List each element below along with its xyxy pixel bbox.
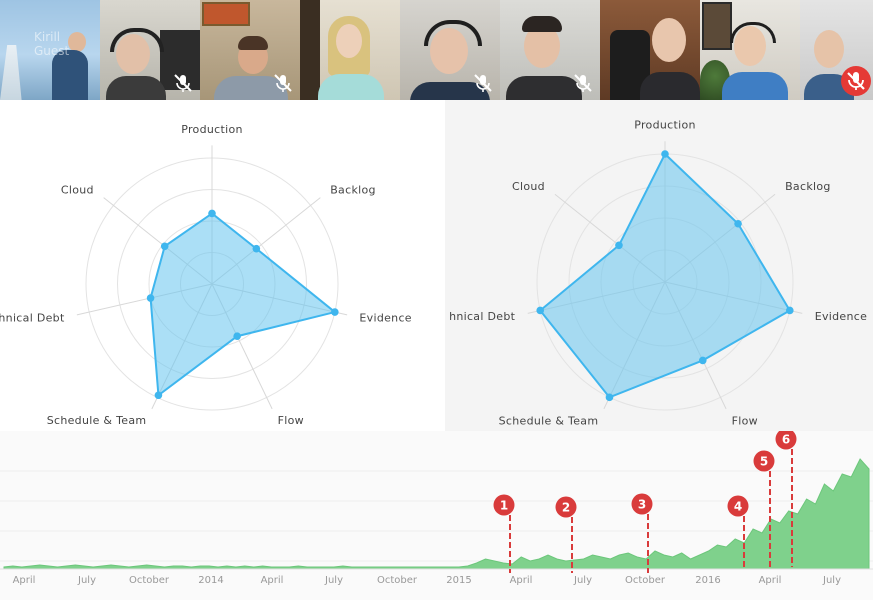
radar-chart-right-svg: Production Backlog Evidence Flow Schedule & … bbox=[449, 118, 867, 427]
milestone-marker-number: 6 bbox=[782, 433, 790, 447]
participant-tile-4[interactable] bbox=[300, 0, 400, 100]
radar-point[interactable] bbox=[208, 209, 216, 218]
radar-axis-label: Production bbox=[181, 123, 243, 136]
radar-point[interactable] bbox=[661, 150, 669, 158]
timeline-x-label: July bbox=[822, 575, 841, 586]
milestone-marker[interactable] bbox=[727, 495, 749, 517]
radar-point[interactable] bbox=[146, 294, 155, 302]
radar-axis-label: Flow bbox=[732, 414, 758, 427]
radar-point[interactable] bbox=[605, 393, 614, 402]
timeline-x-label: 2014 bbox=[198, 575, 223, 586]
mic-muted-icon bbox=[574, 74, 592, 92]
radar-axis-label: Evidence bbox=[815, 310, 867, 323]
timeline-x-label: July bbox=[573, 575, 592, 586]
radar-axis-label: Flow bbox=[278, 414, 304, 427]
mic-muted-icon bbox=[474, 74, 492, 92]
radar-chart-right: Production Backlog Evidence Flow Schedule & … bbox=[445, 100, 873, 431]
timeline-x-label: April bbox=[13, 575, 36, 586]
milestone-marker-number: 4 bbox=[734, 500, 742, 514]
timeline-x-label: October bbox=[625, 575, 666, 586]
participant-tile-7[interactable] bbox=[600, 0, 700, 100]
timeline-chart-svg: April July October 2014 April July October 2015… bbox=[0, 428, 873, 586]
radar-axis-label: Backlog bbox=[785, 180, 831, 193]
milestone-marker[interactable] bbox=[493, 494, 515, 516]
radar-point[interactable] bbox=[536, 306, 545, 315]
radar-point[interactable] bbox=[331, 308, 339, 316]
participant-tile-6[interactable] bbox=[500, 0, 600, 100]
participant-tile-1[interactable]: Kirill Guest bbox=[0, 0, 100, 100]
radar-point[interactable] bbox=[785, 306, 794, 315]
participant-name: Kirill bbox=[34, 30, 61, 44]
milestone-marker[interactable] bbox=[775, 428, 797, 450]
timeline-x-label: April bbox=[510, 575, 533, 586]
radar-axis-label: Backlog bbox=[330, 184, 376, 197]
participant-role: Guest bbox=[34, 44, 70, 58]
milestone-marker-number: 5 bbox=[760, 455, 768, 469]
radar-chart-left: Production Backlog Evidence Flow Schedule & … bbox=[0, 100, 445, 431]
radar-axis-label: Cloud bbox=[61, 184, 94, 197]
radar-point[interactable] bbox=[233, 332, 241, 341]
timeline-x-label: July bbox=[324, 575, 343, 586]
timeline-x-label: 2016 bbox=[695, 575, 720, 586]
radar-axis-label: Schedule & Team bbox=[47, 414, 147, 427]
radar-series-area bbox=[149, 212, 338, 398]
milestone-marker[interactable] bbox=[631, 493, 653, 515]
milestone-marker-number: 1 bbox=[500, 499, 508, 513]
timeline-x-label: July bbox=[77, 575, 96, 586]
radar-axis-label: hnical Debt bbox=[449, 310, 516, 323]
milestone-marker[interactable] bbox=[753, 450, 775, 472]
timeline-x-label: October bbox=[377, 575, 418, 586]
radar-axis-label: Cloud bbox=[512, 180, 545, 193]
radar-series-area bbox=[538, 152, 792, 399]
participant-tile-8[interactable] bbox=[700, 0, 800, 100]
participant-tile-5[interactable] bbox=[400, 0, 500, 100]
mic-muted-icon bbox=[274, 74, 292, 92]
timeline-x-label: April bbox=[759, 575, 782, 586]
radar-point[interactable] bbox=[734, 219, 742, 228]
radar-point[interactable] bbox=[615, 241, 623, 250]
radar-axis-label: Schedule & Team bbox=[499, 414, 599, 427]
milestone-marker-number: 3 bbox=[638, 498, 646, 512]
milestone-marker-number: 2 bbox=[562, 501, 570, 515]
radar-axis-label: Evidence bbox=[359, 312, 411, 325]
mic-muted-icon bbox=[174, 74, 192, 92]
participant-tile-9[interactable] bbox=[800, 0, 873, 100]
radar-point[interactable] bbox=[160, 242, 169, 251]
radar-point[interactable] bbox=[252, 244, 261, 253]
radar-axis-label: hnical Debt bbox=[0, 312, 65, 325]
video-participant-strip: Kirill Guest bbox=[0, 0, 873, 100]
radar-point[interactable] bbox=[154, 391, 163, 400]
timeline-x-label: April bbox=[261, 575, 284, 586]
radar-axis-label: Production bbox=[634, 118, 696, 131]
radar-point[interactable] bbox=[698, 356, 707, 365]
milestone-marker[interactable] bbox=[555, 496, 577, 518]
timeline-x-label: 2015 bbox=[446, 575, 471, 586]
radar-chart-left-svg: Production Backlog Evidence Flow Schedule & … bbox=[0, 123, 412, 427]
mic-muted-alert-icon bbox=[841, 66, 871, 96]
participant-tile-3[interactable] bbox=[200, 0, 300, 100]
timeline-area bbox=[3, 458, 870, 570]
participant-tile-2[interactable] bbox=[100, 0, 200, 100]
activity-timeline: April July October 2014 April July October 2015… bbox=[0, 428, 873, 600]
timeline-x-label: October bbox=[129, 575, 170, 586]
